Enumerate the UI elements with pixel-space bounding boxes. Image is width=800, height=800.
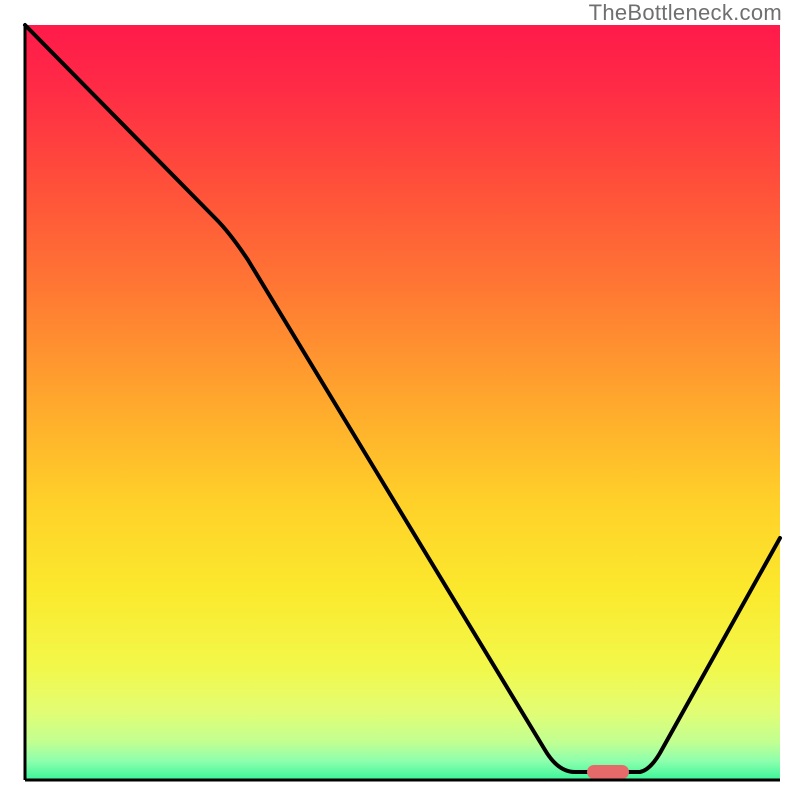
chart-svg [0,0,800,800]
watermark-text: TheBottleneck.com [589,0,782,26]
optimal-marker [587,765,629,779]
bottleneck-chart: TheBottleneck.com [0,0,800,800]
